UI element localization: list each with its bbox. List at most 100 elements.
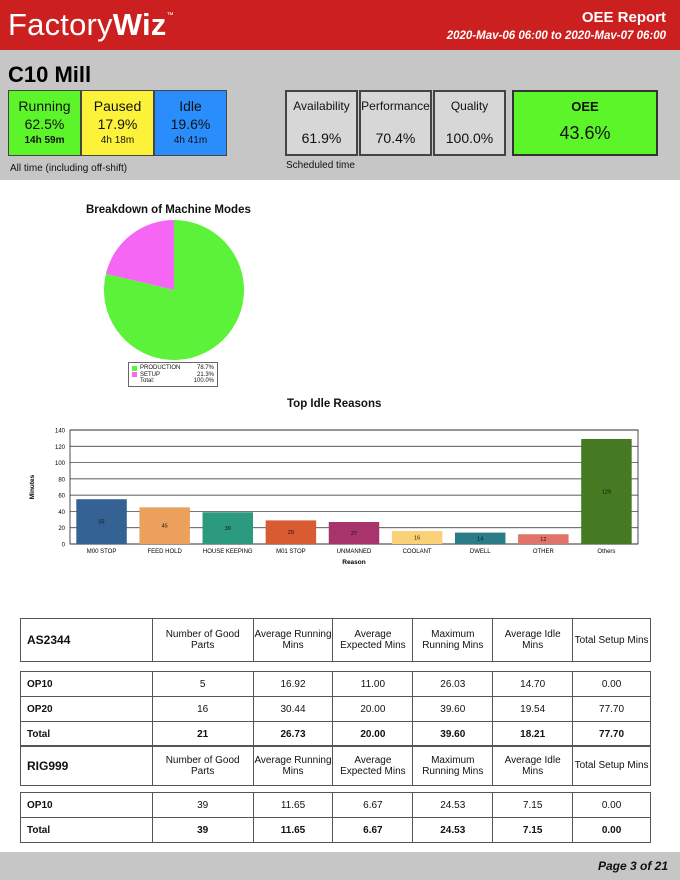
table-cell: 5: [151, 671, 254, 697]
row-label: Total: [20, 817, 153, 843]
table-cell: 39: [151, 817, 254, 843]
page-number: Page 3 of 21: [597, 859, 668, 873]
legend-item-production: PRODUCTION 78.7%: [132, 365, 214, 372]
column-header: Average Expected Mins: [332, 618, 414, 662]
mode-label: Running: [18, 98, 71, 114]
mode-label: Paused: [93, 98, 142, 114]
row-label: Total: [20, 721, 153, 747]
table-row: OP10 39 11.65 6.67 24.53 7.15 0.00: [20, 792, 651, 818]
group-name: AS2344: [20, 618, 153, 662]
legend-swatch: [132, 365, 137, 371]
mode-label: Idle: [179, 98, 202, 114]
mode-duration: 4h 41m: [173, 135, 208, 146]
table-cell: 14.70: [492, 671, 574, 697]
table-total-row: Total 21 26.73 20.00 39.60 18.21 77.70: [20, 721, 651, 747]
pie-chart-title: Breakdown of Machine Modes: [86, 204, 251, 216]
table-cell: 20.00: [332, 721, 414, 747]
table-total-row: Total 39 11.65 6.67 24.53 7.15 0.00: [20, 817, 651, 843]
modes-note: All time (including off-shift): [10, 163, 128, 174]
table-cell: 0.00: [572, 671, 651, 697]
column-header: Total Setup Mins: [572, 618, 651, 662]
mode-percent: 17.9%: [97, 116, 138, 132]
table-cell: 0.00: [572, 792, 651, 818]
bar-value-label: 39: [225, 526, 231, 532]
table-cell: 30.44: [252, 696, 334, 722]
row-label: OP20: [20, 696, 153, 722]
oee-value: 43.6%: [559, 123, 611, 143]
legend-total: Total: 100.0%: [132, 378, 214, 385]
x-tick-label: M00 STOP: [87, 549, 117, 555]
y-tick-label: 80: [58, 477, 65, 483]
bar-others: [581, 438, 632, 544]
metric-value: 61.9%: [301, 130, 342, 146]
legend-name: PRODUCTION: [140, 365, 181, 372]
metric-label: Availability: [293, 99, 350, 113]
y-tick-label: 140: [55, 429, 66, 435]
x-tick-label: Others: [597, 549, 615, 555]
mode-percent: 19.6%: [170, 116, 211, 132]
metric-value: 70.4%: [375, 130, 416, 146]
x-tick-label: OTHER: [533, 549, 555, 555]
bar-m01-stop: [265, 520, 317, 544]
y-tick-label: 60: [58, 494, 65, 500]
report-footer: Page 3 of 21: [0, 852, 680, 880]
factorywiz-logo: FactoryWiz™: [8, 7, 174, 42]
row-label: OP10: [20, 792, 153, 818]
table-cell: 11.65: [252, 817, 334, 843]
legend-value: 21.3%: [196, 371, 214, 378]
bar-value-label: 55: [98, 520, 104, 526]
table-cell: 11.00: [332, 671, 414, 697]
pie-slice-production: [104, 220, 245, 360]
metric-label: Quality: [450, 99, 489, 113]
bar-chart-title: Top Idle Reasons: [287, 398, 382, 410]
table-cell: 77.70: [572, 696, 651, 722]
oee-box: OEE 43.6%: [512, 90, 658, 156]
table-cell: 16: [151, 696, 254, 722]
column-header: Number of Good Parts: [151, 745, 254, 786]
availability-box: Availability 61.9%: [285, 90, 358, 156]
x-tick-label: UNMANNED: [337, 549, 372, 555]
column-header: Total Setup Mins: [572, 745, 651, 786]
legend-total-value: 100.0%: [193, 378, 214, 385]
column-header: Average Idle Mins: [492, 618, 574, 662]
x-axis-label: Reason: [342, 559, 366, 566]
legend-value: 78.7%: [196, 365, 214, 372]
summary-band: C10 Mill Running 62.5% 14h 59m Paused 17…: [0, 50, 680, 180]
y-axis-label: Minutes: [29, 474, 36, 499]
legend-total-label: Total:: [140, 378, 155, 385]
table-cell: 39: [151, 792, 254, 818]
bar-coolant: [391, 530, 443, 544]
bar-dwell: [454, 532, 506, 544]
x-tick-label: FEED HOLD: [147, 549, 182, 555]
quality-box: Quality 100.0%: [433, 90, 506, 156]
column-header: Maximum Running Mins: [412, 618, 494, 662]
table-cell: 16.92: [252, 671, 334, 697]
y-tick-label: 120: [55, 445, 66, 451]
parts-table-rig999: RIG999 Number of Good Parts Average Runn…: [20, 745, 651, 843]
table-cell: 39.60: [412, 721, 494, 747]
x-tick-label: DWELL: [470, 549, 491, 555]
table-cell: 39.60: [412, 696, 494, 722]
table-cell: 11.65: [252, 792, 334, 818]
row-label: OP10: [20, 671, 153, 697]
x-tick-label: COOLANT: [403, 549, 432, 555]
legend-item-setup: SETUP 21.3%: [132, 372, 214, 379]
report-title: OEE Report: [581, 9, 666, 26]
table-header-row: AS2344 Number of Good Parts Average Runn…: [20, 618, 651, 662]
bar-value-label: 12: [540, 537, 546, 543]
metrics-note: Scheduled time: [286, 160, 355, 171]
legend-name: SETUP: [140, 371, 161, 378]
table-cell: 7.15: [492, 792, 574, 818]
pie-legend: PRODUCTION 78.7% SETUP 21.3% Total: 100.…: [128, 362, 218, 387]
mode-percent: 62.5%: [24, 116, 65, 132]
table-cell: 26.03: [412, 671, 494, 697]
parts-table-as2344: AS2344 Number of Good Parts Average Runn…: [20, 618, 651, 747]
table-cell: 20.00: [332, 696, 414, 722]
table-header-row: RIG999 Number of Good Parts Average Runn…: [20, 745, 651, 786]
table-cell: 0.00: [572, 817, 651, 843]
machine-modes-pie-chart: [104, 220, 245, 360]
legend-swatch: [132, 372, 137, 378]
table-cell: 26.73: [252, 721, 334, 747]
group-name: RIG999: [20, 745, 153, 786]
column-header: Number of Good Parts: [151, 618, 254, 662]
